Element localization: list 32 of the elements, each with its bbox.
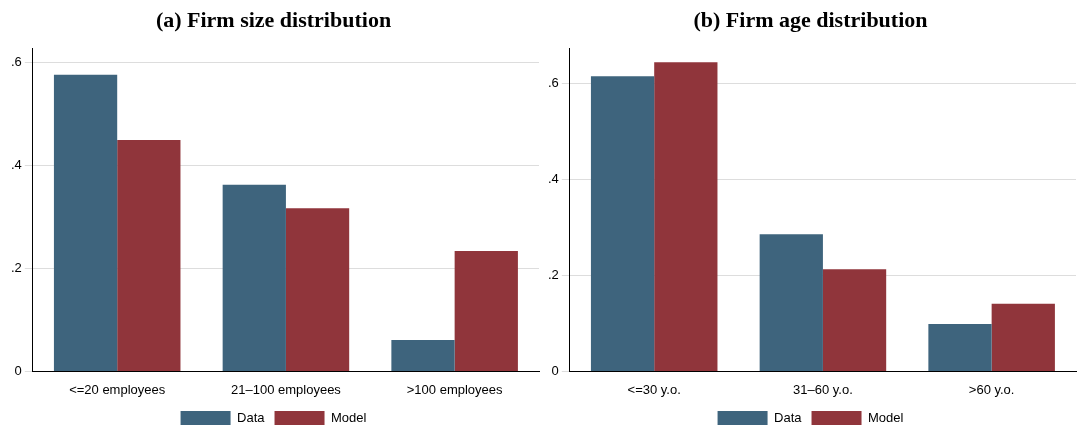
- x-tick-label: >100 employees: [406, 381, 504, 397]
- bar: [285, 208, 350, 371]
- y-tick-label: 0: [14, 362, 22, 378]
- bar: [590, 76, 655, 371]
- bar: [454, 251, 518, 371]
- legend-label: Model: [868, 409, 904, 425]
- bar: [53, 74, 118, 371]
- y-tick-label: 0: [551, 362, 559, 378]
- legend-label: Model: [331, 409, 367, 425]
- legend-label: Data: [237, 409, 266, 425]
- x-tick-label: >60 y.o.: [968, 381, 1015, 397]
- bar: [759, 234, 823, 371]
- bar: [222, 184, 286, 371]
- y-tick-label: .2: [11, 260, 22, 276]
- bar: [822, 269, 887, 371]
- bar: [928, 323, 992, 371]
- x-tick-label: <=30 y.o.: [627, 381, 681, 397]
- y-tick-label: .6: [11, 54, 22, 70]
- legend-label: Data: [774, 409, 803, 425]
- chart-title: (a) Firm size distribution: [155, 6, 392, 32]
- x-tick-label: 31–60 y.o.: [793, 381, 853, 397]
- bar: [117, 139, 181, 371]
- chart-title: (b) Firm age distribution: [693, 6, 928, 32]
- bar: [654, 62, 718, 371]
- y-tick-label: .4: [548, 171, 559, 187]
- y-tick-label: .6: [548, 75, 559, 91]
- bar: [391, 340, 455, 371]
- x-tick-label: 21–100 employees: [230, 381, 342, 397]
- bar: [991, 303, 1055, 371]
- y-tick-label: .2: [548, 267, 559, 283]
- y-tick-label: .4: [11, 157, 22, 173]
- x-tick-label: <=20 employees: [69, 381, 166, 397]
